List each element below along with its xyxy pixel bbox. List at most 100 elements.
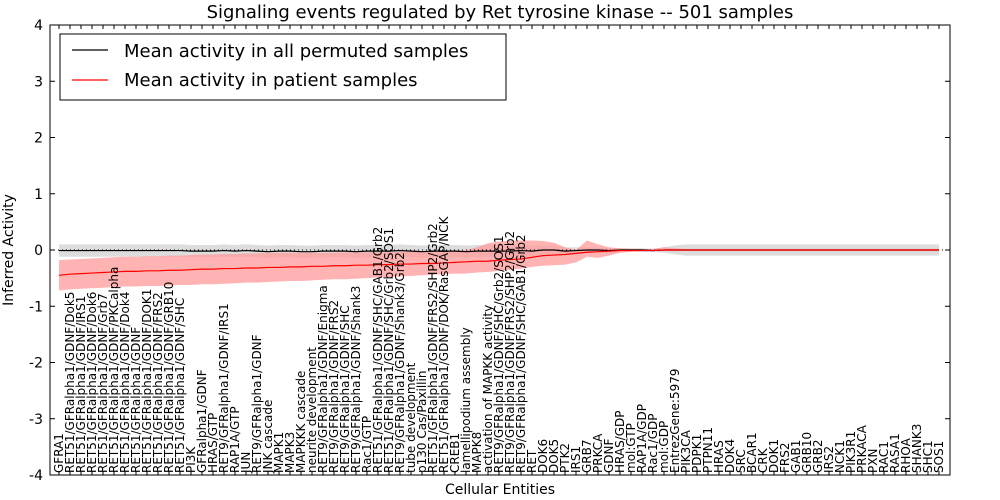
x-tick-label: NCK1: [833, 440, 847, 473]
x-tick-label: MAPK8: [470, 432, 484, 473]
y-tick-label: 2: [34, 131, 43, 147]
x-tick-label: GAB1: [789, 440, 803, 473]
x-tick-label: RET9/GFRalpha1/GDNF/SHC: [338, 305, 352, 473]
x-tick-label: RET51/GFRalpha1/GDNF/IRS1: [74, 296, 88, 473]
x-tick-label: CRK: [756, 447, 770, 473]
x-tick-label: lamellipodium assembly: [459, 327, 473, 473]
x-tick-label: RET9/GFRalpha1/GDNF/SHC/GAB1/Grb2: [514, 234, 528, 473]
x-tick-label: JNK cascade: [261, 400, 275, 474]
x-tick-label: FRS2: [778, 443, 792, 474]
x-tick-label: IRS2: [822, 446, 836, 473]
x-tick-label: PXN: [866, 449, 880, 473]
x-tick-label: PIK3R1: [844, 431, 858, 473]
y-tick-label: 3: [34, 74, 43, 90]
x-tick-label: tube development: [404, 362, 418, 473]
x-tick-label: RET9/GFRalpha1/GDNF/Enigma: [316, 285, 330, 473]
y-tick-label: -2: [29, 356, 43, 372]
x-tick-label: RAP1A/GDP: [635, 404, 649, 473]
x-tick-label: RET51/GFRalpha1/GDNF: [129, 327, 143, 473]
x-tick-label: HRAS/GTP: [206, 413, 220, 473]
x-tick-label: SRC: [734, 449, 748, 473]
x-tick-label: RET51/GFRalpha1/GDNF/Dok4: [118, 292, 132, 473]
x-tick-label: MAPK3: [283, 432, 297, 473]
x-tick-label: RET9/GFRalpha1/GDNF/Shank3/Grb2: [393, 252, 407, 473]
x-tick-label: RET9/GFRalpha1/GDNF/FRS2: [327, 300, 341, 473]
x-tick-label: IRS1: [569, 446, 583, 473]
legend-label-permuted: Mean activity in all permuted samples: [124, 41, 468, 62]
x-tick-label: RAC1: [877, 441, 891, 473]
x-tick-label: neurite development: [305, 347, 319, 473]
y-tick-label: -4: [29, 468, 43, 484]
chart-title: Signaling events regulated by Ret tyrosi…: [207, 2, 794, 23]
x-tick-label: BCAR1: [745, 432, 759, 473]
x-tick-label: RET51/GFRalpha1/GDNF/Dok6: [85, 292, 99, 473]
x-tick-label: RET51/GFRalpha1/GDNF/FRS2: [151, 292, 165, 473]
x-tick-label: PIK3CA: [679, 429, 693, 473]
x-tick-label: SHANK3: [910, 424, 924, 473]
x-tick-label: RHOA: [899, 437, 913, 473]
x-tick-label: RET51/GFRalpha1/GDNF/Grb7: [96, 293, 110, 473]
y-tick-label: 1: [34, 187, 43, 203]
y-axis-ticks: -4 -3 -2 -1 0 1 2 3 4: [29, 18, 950, 484]
x-tick-label: RET9/GFRalpha1/GDNF/IRS1: [217, 303, 231, 473]
x-tick-label: RET9/GFRalpha1/GDNF: [250, 334, 264, 473]
x-tick-label: GFRA1: [52, 433, 66, 473]
x-tick-label: DOK6: [536, 439, 550, 473]
x-tick-label: PI3K: [184, 446, 198, 473]
x-tick-label: GRB7: [580, 439, 594, 473]
x-tick-label: RET51/GFRalpha1/GDNF/DOK/RasGAP/NCK: [437, 215, 451, 473]
x-tick-label: PRKACA: [855, 424, 869, 473]
x-tick-label: SHC1: [921, 440, 935, 473]
x-tick-label: DOK1: [767, 439, 781, 473]
x-tick-label: PTPN11: [701, 427, 715, 473]
x-tick-label: CREB1: [448, 433, 462, 473]
x-tick-label: JUN: [239, 452, 253, 474]
x-tick-label: RET51/GFRalpha1/GDNF/SHC/GAB1/Grb2: [371, 227, 385, 473]
x-tick-label: GRB2: [811, 439, 825, 473]
x-tick-label: Rac1/GTP: [360, 416, 374, 473]
x-tick-label: RET51/GFRalpha1/GDNF/Dok5: [63, 292, 77, 473]
y-tick-label: -3: [29, 412, 43, 428]
x-tick-label: HRAS: [712, 440, 726, 473]
x-axis-ticks: GFRA1RET51/GFRalpha1/GDNF/Dok5RET51/GFRa…: [52, 25, 946, 475]
x-tick-label: SOS1: [932, 441, 946, 473]
x-tick-label: PDPK1: [690, 434, 704, 473]
x-tick-label: HRAS/GDP: [613, 410, 627, 473]
x-tick-label: MAPKKK cascade: [294, 371, 308, 473]
series-lines: [50, 249, 950, 276]
patient-band: [59, 240, 939, 291]
x-tick-label: RET9/GFRalpha1/GDNF/Shank3: [349, 286, 363, 473]
x-tick-label: RET51/GFRalpha1/GDNF/PKCalpha: [107, 267, 121, 473]
x-tick-label: RET51/GFRalpha1/GDNF/DOK1: [140, 289, 154, 473]
x-tick-label: RET9/GFRalpha1/GDNF/FRS2/SHP2/Grb2: [503, 231, 517, 473]
x-axis-label: Cellular Entities: [445, 482, 555, 498]
x-tick-label: RET51/GFRalpha1/GDNF/GRB10: [162, 282, 176, 473]
legend-label-patient: Mean activity in patient samples: [124, 70, 418, 91]
x-tick-label: mol:GDP: [657, 421, 671, 473]
x-tick-label: RET9/GFRalpha1/GDNF/SHC/Grb2/SOS1: [492, 235, 506, 473]
x-tick-label: RAP1A/GTP: [228, 406, 242, 473]
x-tick-label: RET: [525, 449, 539, 473]
x-tick-label: PRKCA: [591, 433, 605, 473]
x-tick-label: GFRalpha1/GDNF: [195, 369, 209, 473]
x-tick-label: RET51/GFRalpha1/GDNF/SHC/Grb2/SOS1: [382, 228, 396, 473]
x-tick-label: Rac1/GDP: [646, 414, 660, 473]
x-tick-label: RASA1: [888, 433, 902, 473]
patient-mean-line: [58, 249, 939, 276]
x-tick-label: EntrezGene:5979: [668, 369, 682, 474]
x-tick-label: RET51/GFRalpha1/GDNF/SHC: [173, 298, 187, 473]
y-tick-label: 0: [34, 243, 43, 259]
x-tick-label: DOK5: [547, 439, 561, 473]
x-tick-label: MAPK1: [272, 432, 286, 473]
x-tick-label: p130 Cas/Paxillin: [415, 371, 429, 473]
y-tick-label: -1: [29, 299, 43, 315]
y-axis-label: Inferred Activity: [1, 194, 17, 306]
legend: Mean activity in all permuted samples Me…: [59, 33, 507, 101]
legend-box: [59, 33, 507, 101]
y-tick-label: 4: [34, 18, 43, 34]
x-tick-label: RET51/GFRalpha1/GDNF/FRS2/SHP2/Grb2: [426, 223, 440, 473]
x-tick-label: GRB10: [800, 432, 814, 473]
x-tick-label: DOK4: [723, 439, 737, 473]
x-tick-label: GDNF: [602, 438, 616, 473]
